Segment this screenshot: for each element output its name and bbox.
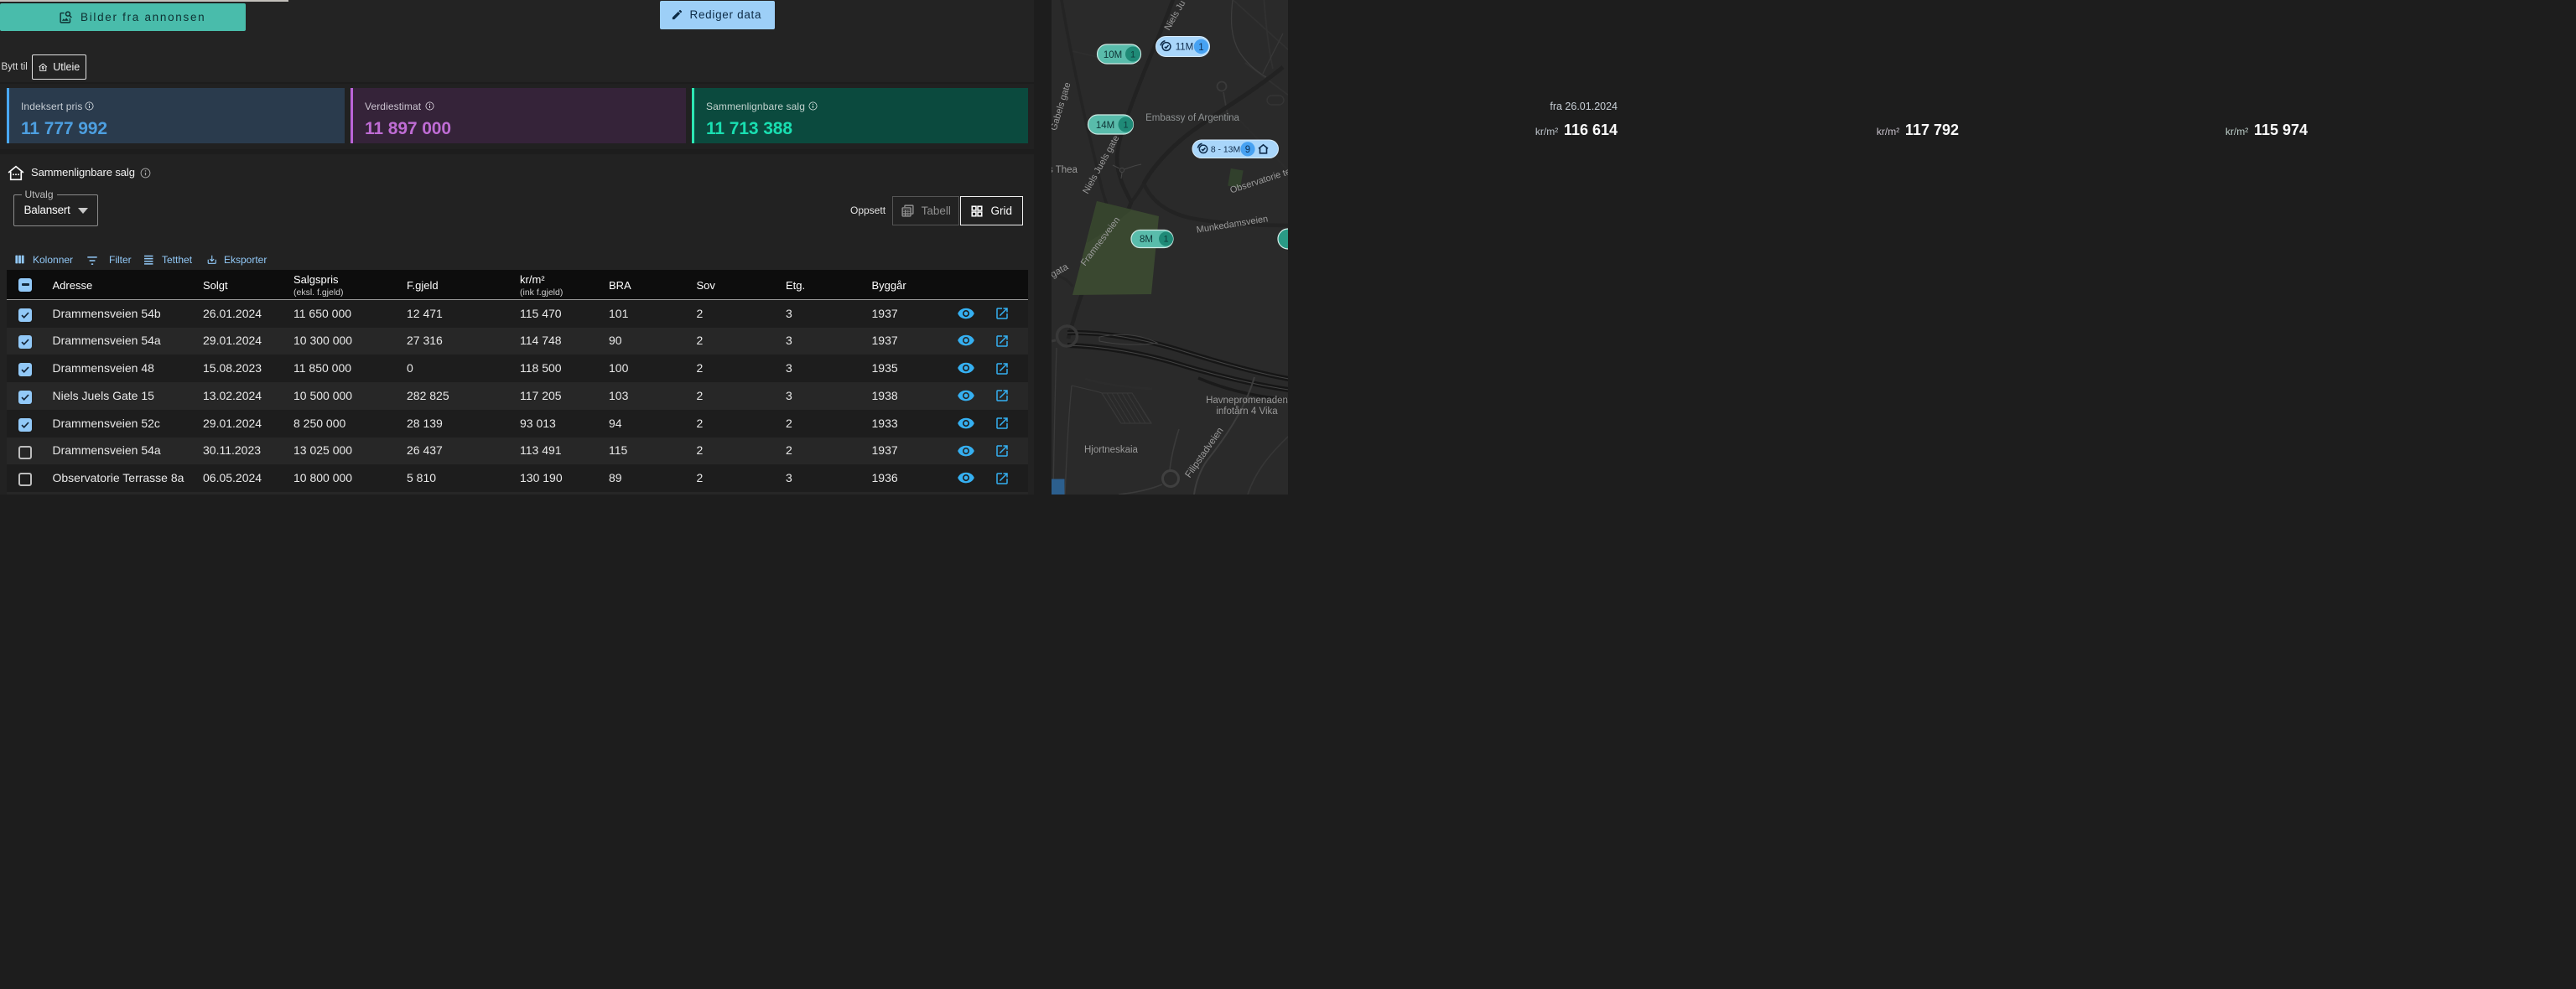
svg-text:8 - 13M: 8 - 13M (1210, 146, 1239, 155)
svg-text:11M: 11M (1175, 43, 1193, 53)
svg-text:Hjortneskaia: Hjortneskaia (1084, 445, 1139, 455)
svg-text:9: 9 (1244, 145, 1249, 155)
svg-text:1: 1 (1198, 43, 1203, 53)
svg-text:10M: 10M (1103, 50, 1121, 60)
svg-text:1: 1 (1123, 121, 1128, 131)
svg-text:Havnepromenaden: Havnepromenaden (1206, 396, 1288, 406)
svg-text:1: 1 (1130, 50, 1135, 60)
svg-text:infotårn 4 Vika: infotårn 4 Vika (1216, 406, 1278, 417)
svg-text:14M: 14M (1095, 121, 1114, 131)
svg-text:8M: 8M (1140, 235, 1153, 245)
svg-text:1: 1 (1163, 235, 1168, 245)
svg-text:s Thea: s Thea (1052, 165, 1078, 175)
svg-text:Embassy of Argentina: Embassy of Argentina (1145, 113, 1239, 123)
